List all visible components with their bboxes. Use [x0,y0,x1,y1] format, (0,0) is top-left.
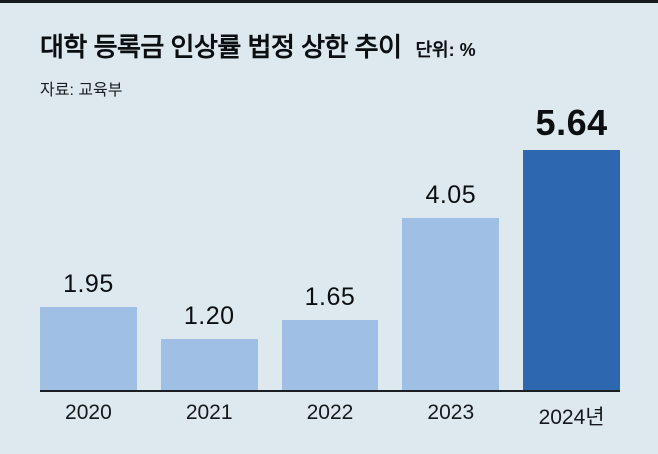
x-axis-label: 2022 [306,401,354,424]
bar-column: 4.05 [402,181,500,390]
source-label: 자료: 교육부 [40,82,123,99]
unit-label: 단위: % [415,40,476,60]
bar [402,218,500,390]
bar-column: 1.95 [40,270,137,390]
bar-value-label: 1.95 [63,270,114,298]
bar [281,320,379,390]
bar-value-label: 1.20 [183,302,235,330]
bars-row: 1.95 1.20 1.65 4.05 5.64 [40,102,620,392]
chart-header: 대학 등록금 인상률 법정 상한 추이 단위: % [40,27,620,64]
bar [160,339,258,390]
bar-column: 1.20 [160,302,258,390]
bar-chart: 1.95 1.20 1.65 4.05 5.64 2020 2021 2022 2023 202… [40,102,620,431]
x-axis-label: 2020 [65,401,112,424]
x-axis-label: 2023 [427,401,475,424]
chart-title: 대학 등록금 인상률 법정 상한 추이 [40,32,402,62]
bar-value-label: 1.65 [304,283,356,311]
bar-column: 5.64 [523,102,620,390]
bar [40,307,137,390]
x-axis-label: 2021 [185,401,233,424]
x-labels-row: 2020 2021 2022 2023 2024년 [40,401,620,431]
x-axis-label: 2024년 [538,406,605,429]
bar-value-label: 5.64 [535,102,608,143]
bar-value-label: 4.05 [425,181,477,209]
bar-column: 1.65 [281,283,379,390]
bar [523,150,620,390]
